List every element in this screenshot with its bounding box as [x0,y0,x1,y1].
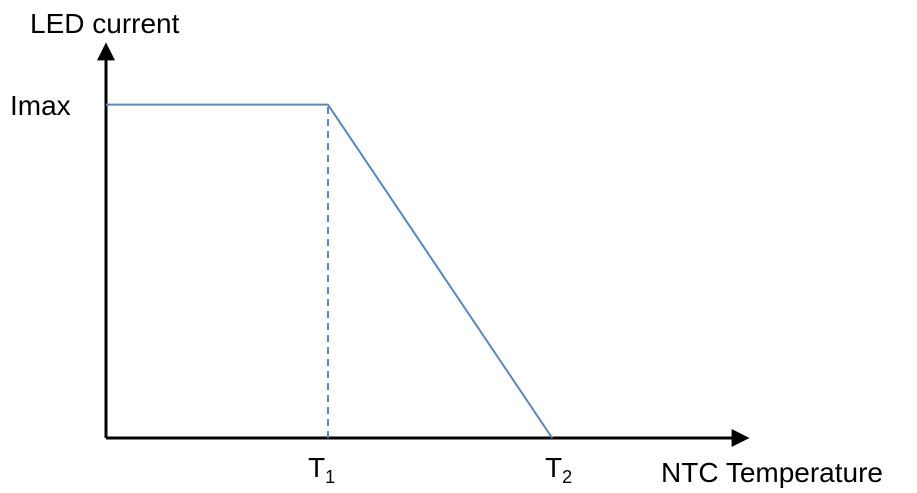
y-tick-label-imax: Imax [10,90,71,121]
x-axis-label: NTC Temperature [661,457,884,488]
x-tick-label-t2: T2 [545,452,573,487]
x-tick-label-t2-subscript: 2 [562,467,573,487]
x-tick-label-t1-subscript: 1 [325,467,336,487]
x-tick-label-t2-base: T [545,452,563,483]
led-current-derating-line [106,103,554,439]
y-axis-label: LED current [30,8,180,39]
x-tick-label-t1: T1 [308,452,336,487]
x-tick-label-t1-base: T [308,452,326,483]
